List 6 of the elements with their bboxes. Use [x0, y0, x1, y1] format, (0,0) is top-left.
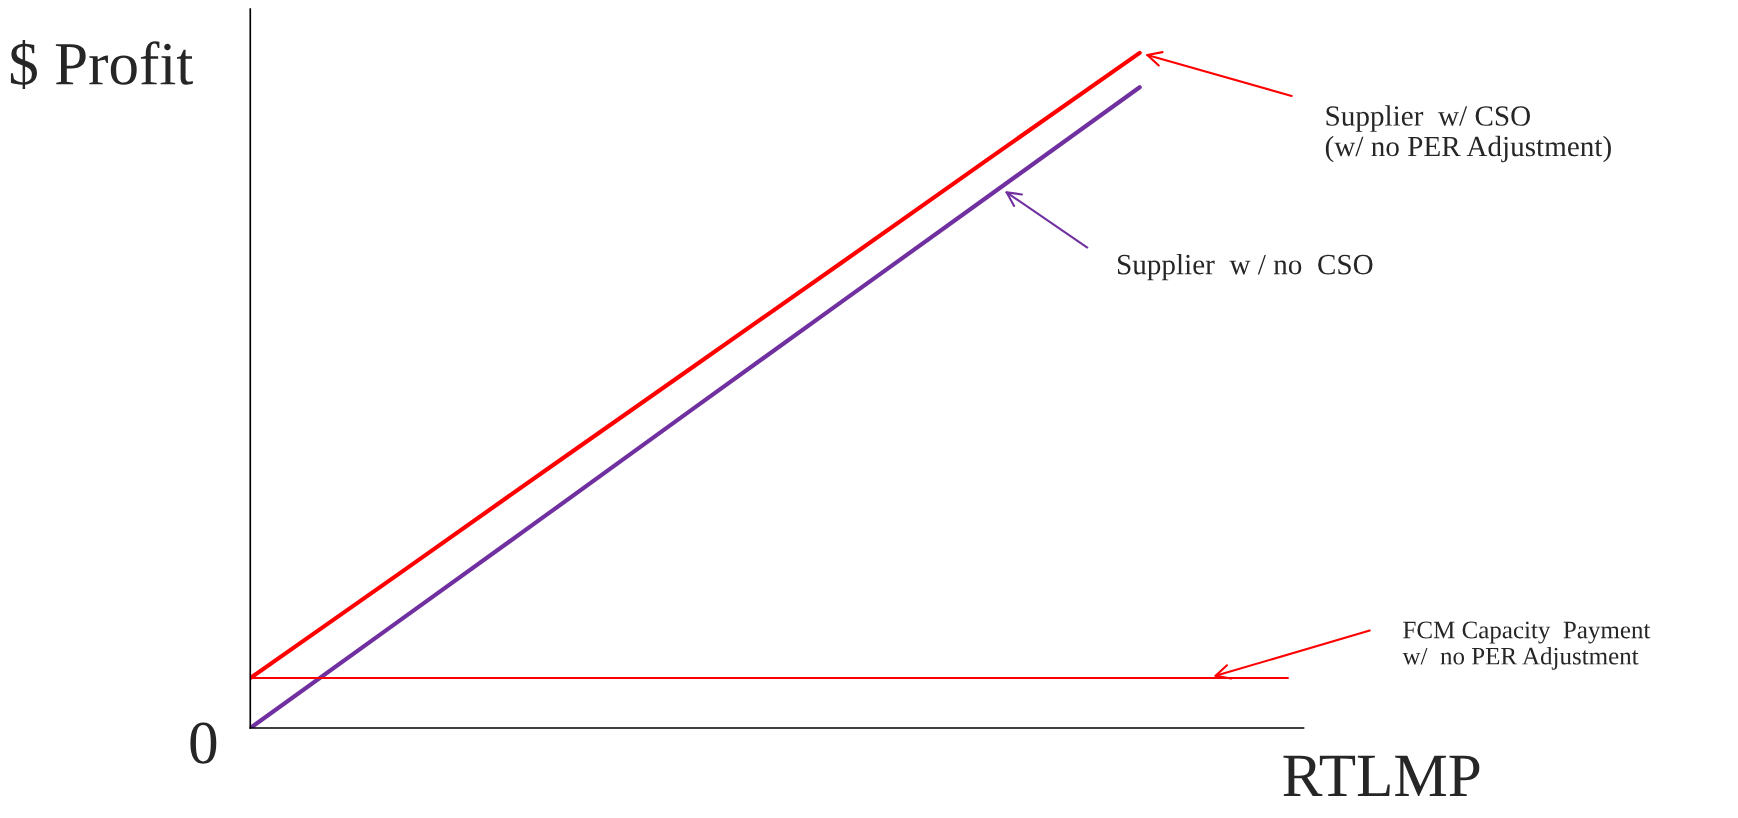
annotation: Supplier w / no CSO: [1117, 253, 1373, 281]
x-axis-title: RTLMP: [1283, 755, 1480, 796]
text: FCM Capacity Payment w/ no PER Adjustment: [1402, 621, 1651, 670]
text: Supplier w/ CSO (w/ no PER Adjustment): [1325, 105, 1611, 163]
text: 0: [190, 722, 217, 764]
y-axis-title: $ Profit: [10, 39, 193, 89]
